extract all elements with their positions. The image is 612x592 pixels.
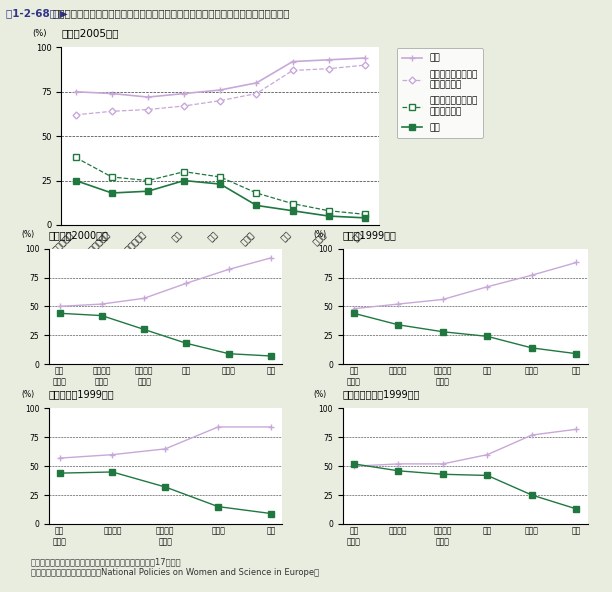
Text: 資料：日本は、文部科学省「学校基本調査報告書（平成17度）」
　　　その他は、欧州委員会「National Policies on Women and Scie: 資料：日本は、文部科学省「学校基本調査報告書（平成17度）」 その他は、欧州委員… bbox=[31, 558, 319, 577]
Text: (%): (%) bbox=[313, 230, 326, 239]
Text: (%): (%) bbox=[21, 230, 34, 239]
Text: フランス（1999年）: フランス（1999年） bbox=[49, 390, 114, 400]
Text: 大学等の自然科学系分野における学生、教員に占める女性と男性の割合（国際比較）: 大学等の自然科学系分野における学生、教員に占める女性と男性の割合（国際比較） bbox=[52, 8, 289, 18]
Text: 日本（2005年）: 日本（2005年） bbox=[61, 28, 119, 38]
Text: フィンランド（1999年）: フィンランド（1999年） bbox=[343, 390, 420, 400]
Legend: 男性, 男性（自然科学系以
外を含む。）, 女性（自然科学系以
外を含む。）, 女性: 男性, 男性（自然科学系以 外を含む。）, 女性（自然科学系以 外を含む。）, … bbox=[397, 49, 483, 137]
Text: ドイツ（2000年）: ドイツ（2000年） bbox=[49, 230, 109, 240]
Text: 英国（1999年）: 英国（1999年） bbox=[343, 230, 397, 240]
Text: 第1-2-68図 ▶: 第1-2-68図 ▶ bbox=[6, 8, 72, 18]
Text: (%): (%) bbox=[21, 390, 34, 399]
Text: (%): (%) bbox=[32, 30, 47, 38]
Text: (%): (%) bbox=[313, 390, 326, 399]
